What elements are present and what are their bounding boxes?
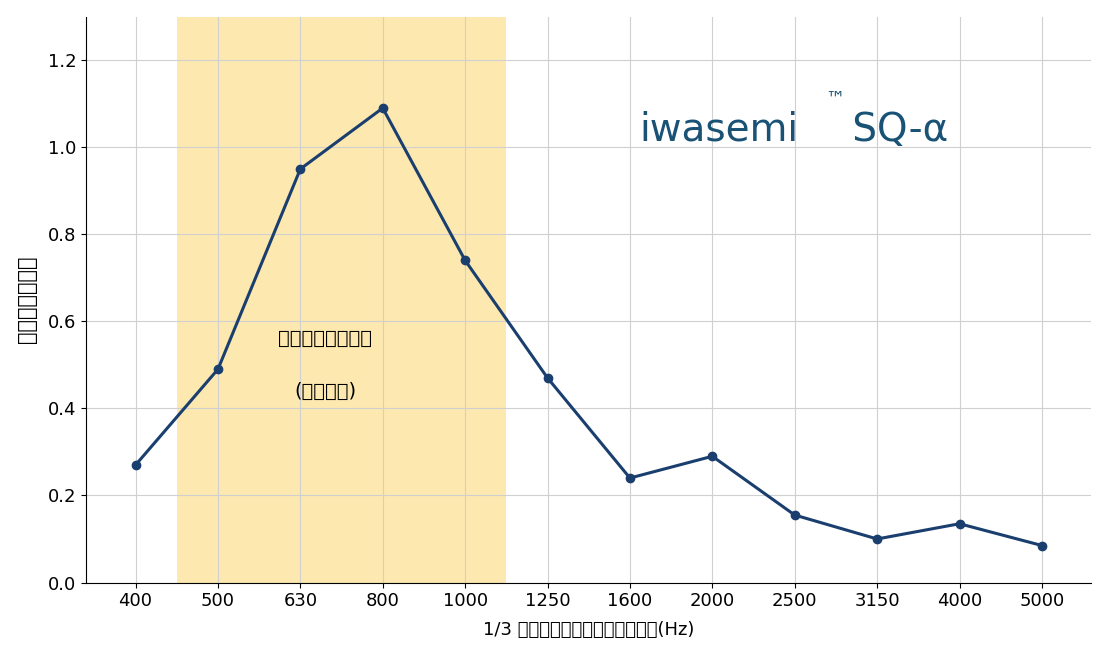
- Text: 話し声の主な成分: 話し声の主な成分: [278, 329, 372, 348]
- Y-axis label: 残響室法吸音率: 残響室法吸音率: [17, 256, 37, 343]
- Text: iwasemi: iwasemi: [639, 111, 798, 149]
- Text: SQ-α: SQ-α: [840, 111, 948, 149]
- Text: ™: ™: [825, 89, 844, 108]
- Text: (設計帯域): (設計帯域): [294, 382, 356, 400]
- X-axis label: 1/3 オクターブバンド中心周波数(Hz): 1/3 オクターブバンド中心周波数(Hz): [483, 621, 695, 640]
- Bar: [177, 16, 506, 583]
